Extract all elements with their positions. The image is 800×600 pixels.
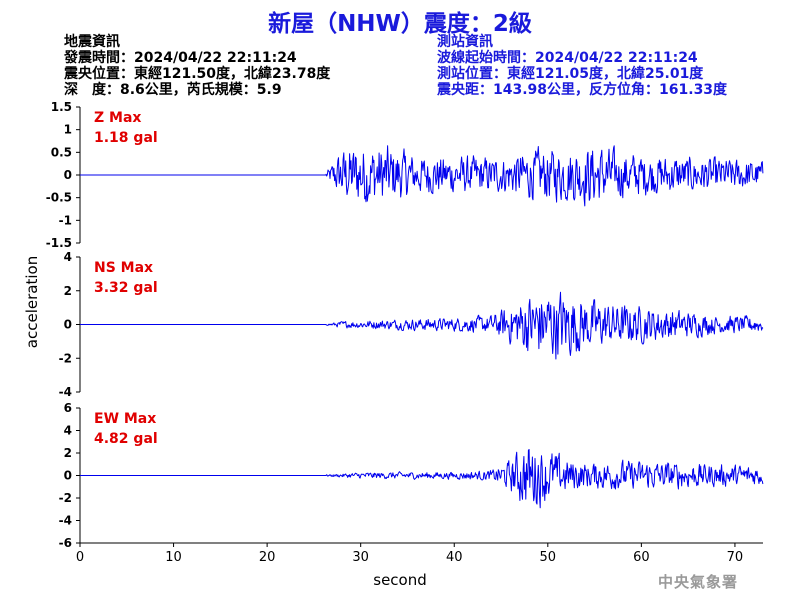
y-tick-label-ns: 4 — [64, 250, 72, 264]
y-tick-label-ns: 0 — [64, 318, 72, 332]
max-label-z: Z Max — [94, 110, 141, 126]
epicenter-location: 震央位置：東經121.50度，北緯23.78度 — [64, 66, 331, 82]
waveform-ns — [80, 291, 764, 360]
max-value-ns: 3.32 gal — [94, 280, 158, 296]
chart-title: 新屋（NHW）震度：2級 — [268, 11, 532, 37]
y-tick-label-z: 0 — [64, 168, 72, 182]
y-tick-label-ew: 2 — [64, 446, 72, 460]
y-tick-label-z: 1.5 — [51, 100, 72, 114]
y-tick-label-ew: 0 — [64, 469, 72, 483]
y-tick-label-ns: 2 — [64, 284, 72, 298]
y-tick-label-z: -0.5 — [46, 191, 72, 205]
x-tick-label: 70 — [727, 550, 744, 565]
x-tick-label: 60 — [633, 550, 650, 565]
depth-magnitude: 深 度：8.6公里，芮氏規模：5.9 — [64, 82, 282, 98]
y-tick-label-ew: -4 — [59, 514, 72, 528]
station-info: 測站資訊 波線起始時間：2024/04/22 22:11:24 測站位置：東經1… — [437, 34, 727, 98]
y-tick-label-z: -1 — [59, 213, 72, 227]
station-location: 測站位置：東經121.05度，北緯25.01度 — [437, 66, 704, 82]
waveform-ew — [80, 449, 764, 509]
y-axis-label: acceleration — [23, 256, 41, 348]
earthquake-info: 地震資訊 發震時間：2024/04/22 22:11:24 震央位置：東經121… — [64, 34, 330, 98]
wave-start-time: 波線起始時間：2024/04/22 22:11:24 — [437, 50, 698, 66]
x-tick-label: 30 — [352, 550, 369, 565]
max-label-ew: EW Max — [94, 411, 156, 427]
max-value-ew: 4.82 gal — [94, 431, 158, 447]
y-tick-label-z: 1 — [64, 123, 72, 137]
y-tick-label-ew: -2 — [59, 491, 72, 505]
x-tick-label: 40 — [446, 550, 463, 565]
x-tick-label: 0 — [76, 550, 84, 565]
earthquake-info-heading: 地震資訊 — [64, 34, 120, 50]
y-tick-label-ns: -2 — [59, 351, 72, 365]
y-tick-label-z: 0.5 — [51, 145, 72, 159]
x-axis-label: second — [373, 571, 427, 589]
max-value-z: 1.18 gal — [94, 130, 158, 146]
epicentral-distance: 震央距：143.98公里，反方位角：161.33度 — [437, 82, 728, 98]
waveform-z — [80, 145, 764, 207]
max-label-ns: NS Max — [94, 260, 153, 276]
x-tick-label: 20 — [259, 550, 276, 565]
x-tick-label: 50 — [540, 550, 557, 565]
y-tick-label-ew: 6 — [64, 401, 72, 415]
station-info-heading: 測站資訊 — [437, 34, 493, 50]
y-tick-label-ew: -6 — [59, 536, 72, 550]
origin-time: 發震時間：2024/04/22 22:11:24 — [64, 50, 297, 66]
y-tick-label-ew: 4 — [64, 424, 72, 438]
y-tick-label-z: -1.5 — [46, 236, 72, 250]
agency-label: 中央氣象署 — [658, 573, 739, 591]
y-tick-label-ns: -4 — [59, 385, 72, 399]
x-tick-label: 10 — [165, 550, 182, 565]
